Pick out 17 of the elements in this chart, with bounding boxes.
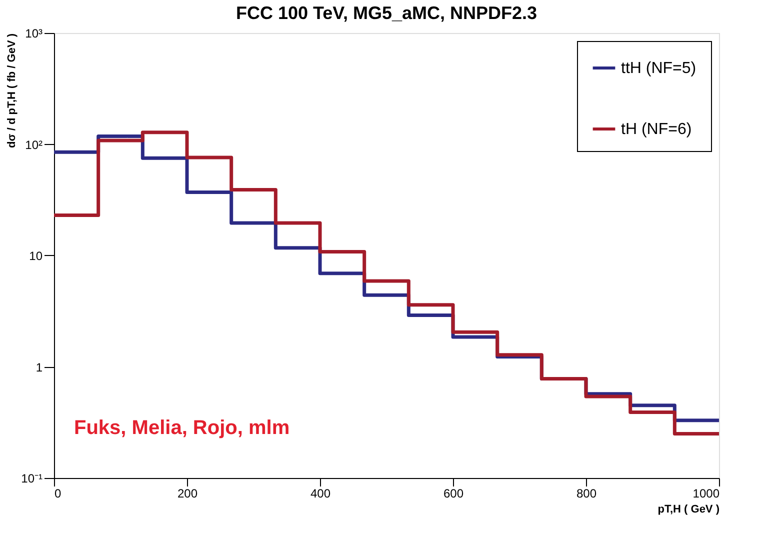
y-tick-label: 10² <box>25 138 43 152</box>
x-tick-label: 800 <box>576 486 597 500</box>
legend-label: ttH (NF=5) <box>621 60 696 77</box>
annotation: Fuks, Melia, Rojo, mlm <box>74 417 290 439</box>
y-tick-label: 1 <box>36 360 43 374</box>
x-tick-label: 200 <box>177 486 198 500</box>
chart-title: FCC 100 TeV, MG5_aMC, NNPDF2.3 <box>236 3 538 23</box>
x-axis-title: pT,H ( GeV ) <box>658 504 720 516</box>
y-tick-label: 10⁻¹ <box>21 472 43 486</box>
x-tick-label: 400 <box>310 486 331 500</box>
legend-label: tH (NF=6) <box>621 121 692 138</box>
x-tick-label: 0 <box>54 486 62 500</box>
y-axis-title: dσ / d pT,H ( fb / GeV ) <box>6 33 18 148</box>
x-tick-label: 1000 <box>692 486 720 500</box>
x-tick-label: 600 <box>443 486 464 500</box>
y-tick-label: 10 <box>29 249 43 263</box>
y-tick-label: 10³ <box>25 26 43 40</box>
